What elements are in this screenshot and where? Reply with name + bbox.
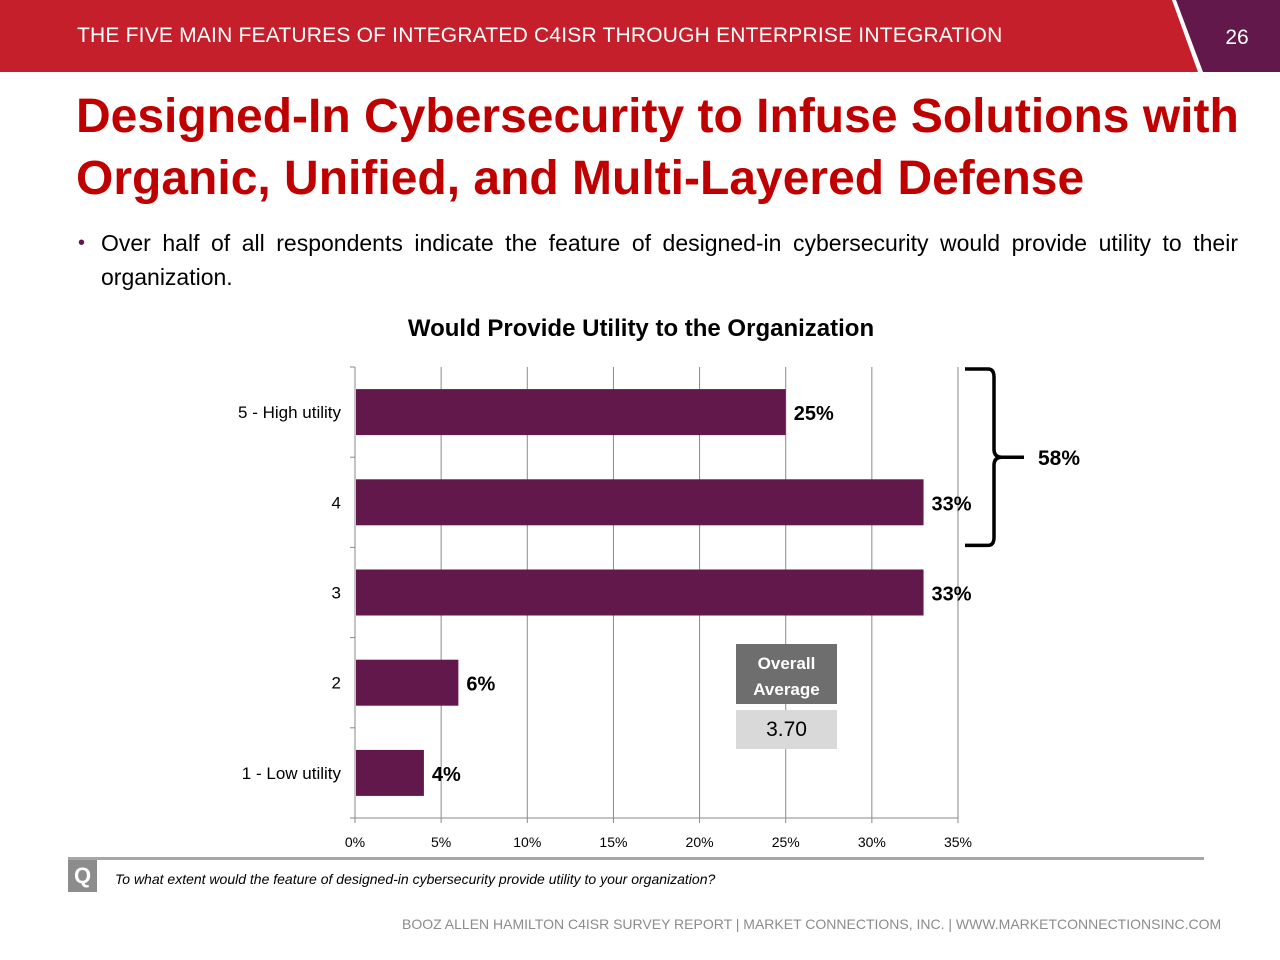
average-value-box bbox=[736, 710, 837, 749]
question-icon: Q bbox=[68, 860, 97, 892]
average-label-line1: Overall bbox=[758, 654, 816, 673]
data-label: 6% bbox=[466, 674, 495, 696]
bullet-icon: • bbox=[78, 232, 86, 254]
bar bbox=[356, 479, 924, 526]
footer-text: BOOZ ALLEN HAMILTON C4ISR SURVEY REPORT … bbox=[402, 916, 1222, 932]
header-background bbox=[0, 0, 1280, 72]
category-label: 3 bbox=[332, 584, 341, 603]
average-label-line2: Average bbox=[753, 680, 819, 699]
question-text: To what extent would the feature of desi… bbox=[115, 871, 716, 887]
x-tick-label: 20% bbox=[686, 834, 714, 850]
x-tick-label: 0% bbox=[345, 834, 365, 850]
chart-title: Would Provide Utility to the Organizatio… bbox=[408, 315, 874, 342]
bar bbox=[356, 389, 786, 436]
page-number: 26 bbox=[1225, 26, 1249, 49]
bar bbox=[356, 659, 459, 706]
bracket-icon bbox=[965, 367, 1024, 548]
x-tick-label: 10% bbox=[513, 834, 541, 850]
bar bbox=[356, 749, 424, 796]
x-tick-label: 15% bbox=[599, 834, 627, 850]
utility-bar-chart: Would Provide Utility to the Organizatio… bbox=[238, 315, 1080, 850]
bar bbox=[356, 569, 924, 616]
data-label: 4% bbox=[432, 764, 461, 786]
x-tick-label: 5% bbox=[431, 834, 451, 850]
x-tick-label: 35% bbox=[944, 834, 972, 850]
category-label: 1 - Low utility bbox=[242, 764, 342, 783]
bullet-text: Over half of all respondents indicate th… bbox=[101, 230, 1238, 290]
header-title: THE FIVE MAIN FEATURES OF INTEGRATED C4I… bbox=[77, 24, 1003, 47]
data-label: 25% bbox=[794, 403, 834, 425]
data-label: 33% bbox=[932, 493, 972, 515]
question-divider bbox=[68, 857, 1204, 860]
summary-bullet: • Over half of all respondents indicate … bbox=[78, 226, 1238, 294]
average-label-box bbox=[736, 644, 837, 704]
x-tick-label: 30% bbox=[858, 834, 886, 850]
x-tick-label: 25% bbox=[772, 834, 800, 850]
bracket-total-label: 58% bbox=[1038, 447, 1080, 470]
slide-title: Designed-In Cybersecurity to Infuse Solu… bbox=[76, 90, 1239, 205]
category-label: 5 - High utility bbox=[238, 403, 341, 422]
category-label: 2 bbox=[332, 674, 341, 693]
data-label: 33% bbox=[932, 584, 972, 606]
header-bar: THE FIVE MAIN FEATURES OF INTEGRATED C4I… bbox=[0, 0, 1280, 72]
category-label: 4 bbox=[332, 493, 341, 512]
average-value: 3.70 bbox=[766, 718, 807, 741]
